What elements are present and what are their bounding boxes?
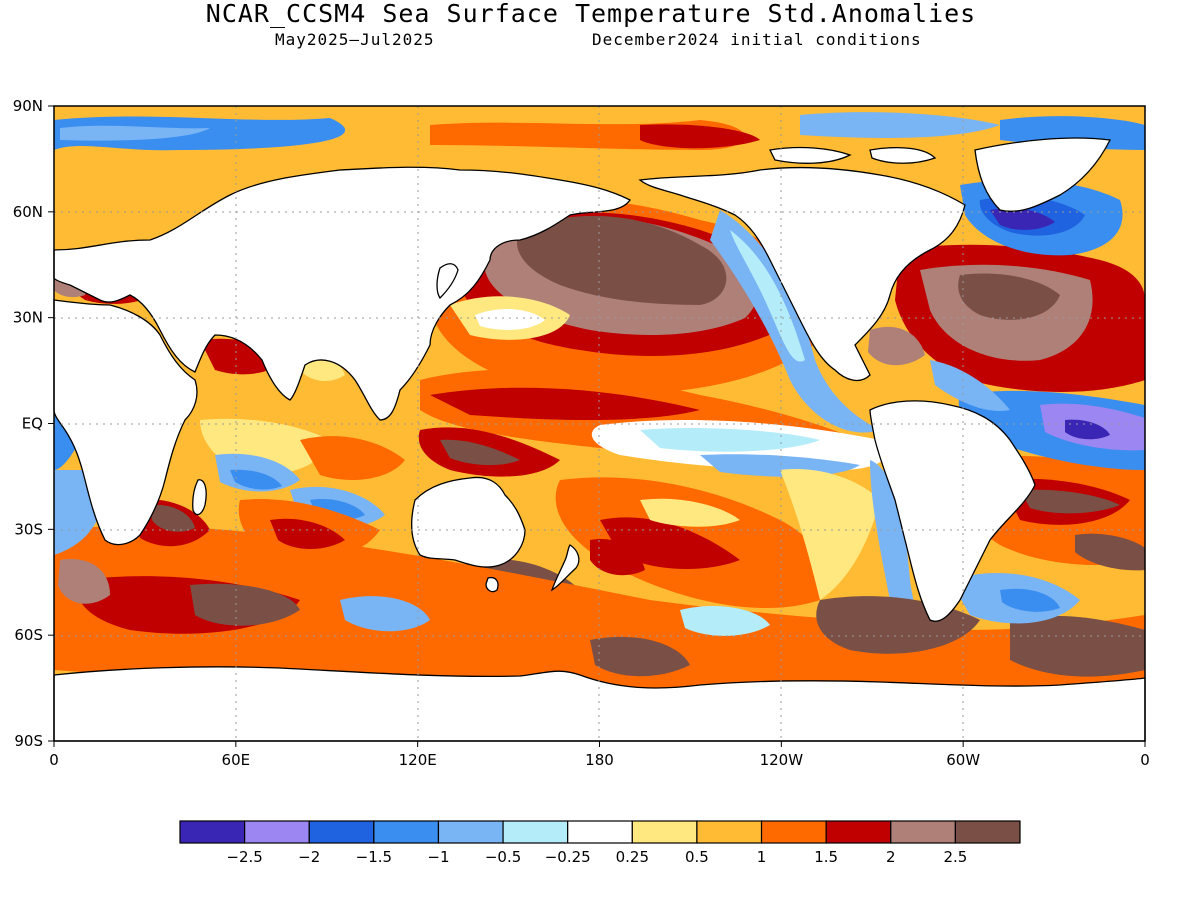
forecast-period: May2025–Jul2025 <box>275 30 435 49</box>
colorbar-swatch <box>308 820 375 844</box>
colorbar-swatch <box>954 820 1021 844</box>
colorbar-swatch <box>373 820 440 844</box>
colorbar-swatch <box>825 820 892 844</box>
colorbar-tick-label: 2.5 <box>943 848 967 866</box>
lat-tick-label: 90N <box>13 97 43 115</box>
lat-tick-label: 30N <box>13 309 43 327</box>
graticule <box>54 106 1145 741</box>
lon-tick-label: 120W <box>760 751 804 769</box>
japan-land <box>436 263 459 300</box>
lat-tick-label: 90S <box>14 732 43 750</box>
colorbar-swatch <box>631 820 698 844</box>
australia-land <box>411 476 526 568</box>
colorbar-tick-label: 1 <box>757 848 767 866</box>
lon-tick-label: 0 <box>1140 751 1150 769</box>
colorbar-tick-label: 0.25 <box>616 848 649 866</box>
colorbar-tick-label: 2 <box>886 848 896 866</box>
colorbar-tick-label: −1.5 <box>356 848 392 866</box>
colorbar-tick-label: −2 <box>298 848 320 866</box>
lat-tick-label: 60N <box>13 203 43 221</box>
lat-tick-label: 60S <box>14 626 43 644</box>
colorbar-swatch <box>179 820 246 844</box>
colorbar-swatch <box>890 820 956 844</box>
colorbar-swatch <box>696 820 763 844</box>
colorbar: −2.5 −2 −1.5 −1 −0.5 −0.25 0.25 0.5 1 1.5 2 2.5 <box>179 820 1021 866</box>
colorbar-swatch <box>244 820 310 844</box>
arctic-islands <box>769 146 937 164</box>
latitude-axis: 90N 60N 30N EQ 30S 60S 90S <box>13 97 54 750</box>
lat-tick-label: 30S <box>14 520 43 538</box>
africa-land <box>53 299 198 546</box>
lon-tick-label: 60W <box>946 751 980 769</box>
lon-tick-label: 60E <box>222 751 251 769</box>
initial-conditions: December2024 initial conditions <box>592 30 922 49</box>
south-america-land <box>869 400 1036 622</box>
lat-tick-label: EQ <box>22 415 43 433</box>
greenland-land <box>974 137 1111 212</box>
colorbar-swatch <box>437 820 504 844</box>
map-title: NCAR_CCSM4 Sea Surface Temperature Std.A… <box>205 0 977 28</box>
antarctica-land <box>53 666 1146 742</box>
lon-tick-label: 120E <box>399 751 437 769</box>
madagascar-land <box>192 479 207 516</box>
colorbar-swatch <box>502 820 569 844</box>
colorbar-tick-label: 0.5 <box>685 848 709 866</box>
colorbar-tick-label: −1 <box>427 848 449 866</box>
longitude-axis: 0 60E 120E 180 120W 60W 0 <box>49 741 1150 769</box>
eurasia-land <box>53 166 631 421</box>
new-zealand-land <box>550 544 580 592</box>
colorbar-tick-label: −0.5 <box>485 848 521 866</box>
colorbar-tick-label: −0.25 <box>545 848 591 866</box>
colorbar-swatch <box>760 820 827 844</box>
lon-tick-label: 180 <box>585 751 614 769</box>
colorbar-tick-label: −2.5 <box>226 848 262 866</box>
colorbar-swatch <box>567 820 633 844</box>
continents <box>53 137 1146 742</box>
tasmania-land <box>485 576 499 593</box>
lon-tick-label: 0 <box>49 751 59 769</box>
colorbar-tick-label: 1.5 <box>814 848 838 866</box>
north-america-land <box>638 166 966 382</box>
